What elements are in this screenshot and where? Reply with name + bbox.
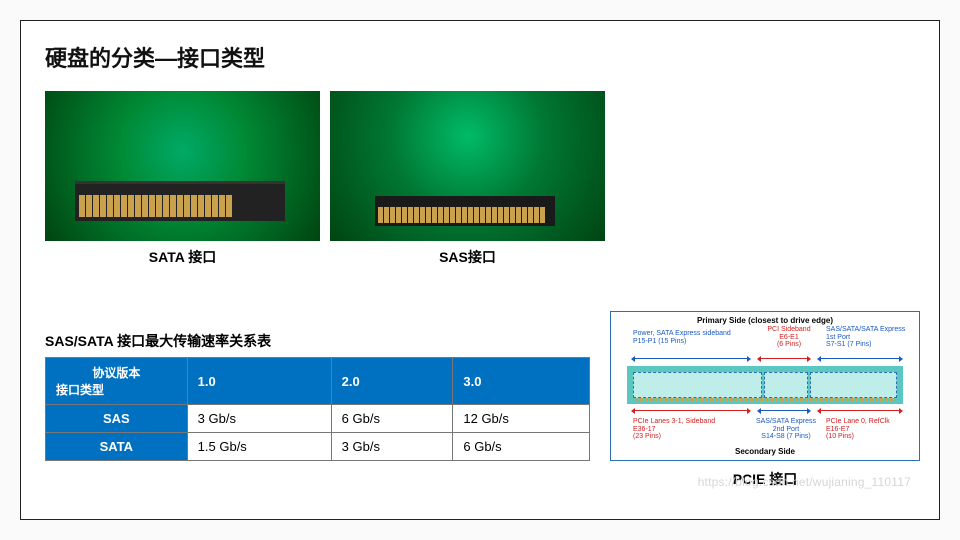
col-3: 3.0 — [453, 358, 590, 405]
watermark: https://blog.csdn.net/wujianing_110117 — [698, 475, 911, 489]
header-main: 协议版本 — [56, 364, 177, 381]
pcie-edge-connector — [627, 366, 903, 404]
table-row: SATA 1.5 Gb/s 3 Gb/s 6 Gb/s — [46, 433, 590, 461]
pcie-block: Primary Side (closest to drive edge) Pow… — [609, 311, 921, 489]
speed-table: 协议版本 接口类型 1.0 2.0 3.0 SAS 3 Gb/s 6 Gb/s … — [45, 357, 590, 461]
pcie-label-bot-2: SAS/SATA Express 2nd Port S14-S8 (7 Pins… — [751, 418, 821, 441]
cell: 6 Gb/s — [453, 433, 590, 461]
pcie-primary-title: Primary Side (closest to drive edge) — [611, 312, 919, 325]
pcie-arrow — [761, 410, 807, 416]
slide-frame: 硬盘的分类—接口类型 SATA 接口 — [20, 20, 940, 520]
pcie-arrow — [635, 358, 747, 364]
pcie-label-top-3: SAS/SATA/SATA Express 1st Port S7-S1 (7 … — [826, 326, 916, 349]
pcie-arrow — [635, 410, 747, 416]
pcie-arrow — [821, 358, 899, 364]
cell: 1.5 Gb/s — [187, 433, 331, 461]
pcie-arrow — [821, 410, 899, 416]
pcie-label-bot-3: PCIe Lane 0, RefClk E16-E7 (10 Pins) — [826, 418, 916, 441]
col-2: 2.0 — [331, 358, 453, 405]
pcie-diagram: Primary Side (closest to drive edge) Pow… — [610, 311, 920, 461]
sata-connector — [75, 181, 285, 221]
sata-caption: SATA 接口 — [149, 247, 216, 267]
photo-row: SATA 接口 SAS接口 — [21, 73, 939, 267]
speed-table-block: SAS/SATA 接口最大传输速率关系表 协议版本 接口类型 1.0 2.0 3… — [45, 331, 590, 461]
table-header-corner: 协议版本 接口类型 — [46, 358, 188, 405]
sas-caption: SAS接口 — [439, 247, 496, 267]
row-label-sas: SAS — [46, 405, 188, 433]
col-1: 1.0 — [187, 358, 331, 405]
row-label-sata: SATA — [46, 433, 188, 461]
header-sub: 接口类型 — [56, 381, 177, 398]
cell: 12 Gb/s — [453, 405, 590, 433]
sata-photo — [45, 91, 320, 241]
pcie-secondary-title: Secondary Side — [611, 447, 919, 456]
sas-photo-block: SAS接口 — [330, 91, 605, 267]
page-title: 硬盘的分类—接口类型 — [21, 21, 939, 73]
pcie-label-top-2: PCI Sideband E6-E1 (6 Pins) — [759, 326, 819, 349]
sata-photo-block: SATA 接口 — [45, 91, 320, 267]
cell: 3 Gb/s — [331, 433, 453, 461]
table-heading: SAS/SATA 接口最大传输速率关系表 — [45, 331, 590, 351]
pcie-label-top-1: Power, SATA Express sideband P15-P1 (15 … — [633, 330, 733, 345]
cell: 3 Gb/s — [187, 405, 331, 433]
sas-connector — [375, 196, 555, 226]
table-header-row: 协议版本 接口类型 1.0 2.0 3.0 — [46, 358, 590, 405]
pcie-label-bot-1: PCIe Lanes 3-1, Sideband E36-17 (23 Pins… — [633, 418, 733, 441]
table-row: SAS 3 Gb/s 6 Gb/s 12 Gb/s — [46, 405, 590, 433]
cell: 6 Gb/s — [331, 405, 453, 433]
pcie-arrow — [761, 358, 807, 364]
sas-photo — [330, 91, 605, 241]
